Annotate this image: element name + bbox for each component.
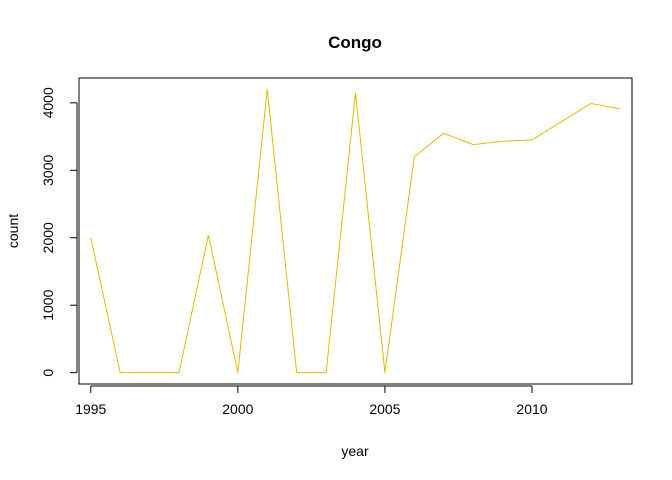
x-tick-label: 2005 [369, 401, 400, 417]
y-tick-label: 3000 [40, 155, 56, 186]
x-axis-title: year [341, 443, 369, 459]
y-tick-label: 1000 [40, 289, 56, 320]
x-tick-label: 1995 [75, 401, 106, 417]
plot-area-frame [78, 77, 633, 385]
y-tick-label: 2000 [40, 222, 56, 253]
x-tick-label: 2000 [222, 401, 253, 417]
chart-title: Congo [328, 33, 382, 52]
series-line [90, 89, 621, 374]
y-axis-title: count [5, 214, 21, 248]
y-tick-label: 4000 [40, 87, 56, 118]
x-axis: 1995 2000 2005 2010 [75, 385, 548, 417]
y-axis: 0 1000 2000 3000 4000 [40, 87, 78, 377]
x-tick-label: 2010 [516, 401, 547, 417]
y-tick-label: 0 [40, 369, 56, 377]
series-layer [90, 89, 621, 374]
